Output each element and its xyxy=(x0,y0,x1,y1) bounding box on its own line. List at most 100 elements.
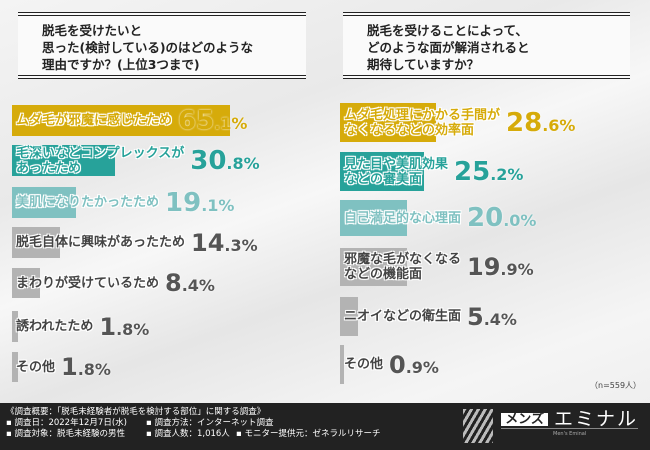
percent-int: 19 xyxy=(165,187,202,218)
label-line: 見た目や美肌効果 xyxy=(344,156,449,172)
label-line: ニオイなどの衛生面 xyxy=(344,309,462,324)
percent: 20.0% xyxy=(467,203,536,233)
item-label: 美肌になりたかったため xyxy=(12,195,159,210)
percent-dec: .2% xyxy=(490,164,524,184)
item-label: 見た目や美肌効果 などの審美面 xyxy=(340,157,448,187)
percent-int: 19 xyxy=(467,253,501,281)
question-line: 期待していますか？ xyxy=(367,57,480,72)
question-line: 思った(検討している)のはどのような xyxy=(42,40,254,55)
bar xyxy=(340,248,407,286)
percent-dec: .3% xyxy=(224,235,258,255)
question-line: どのような面が解消されると xyxy=(367,40,530,55)
bar xyxy=(12,268,41,298)
percent-int: 30 xyxy=(190,145,227,176)
label-line: 脱毛自体に興味があったため xyxy=(16,235,186,250)
logo-sub: Men's Eminal xyxy=(501,427,638,440)
bar xyxy=(340,103,436,142)
percent-dec: .8% xyxy=(116,319,150,339)
percent-int: 25 xyxy=(454,156,491,187)
percent-int: 8 xyxy=(165,269,182,297)
item-label: 誘われたため xyxy=(12,319,93,334)
left-item: ムダ毛が邪魔に感じたため 65.1% xyxy=(12,105,247,136)
bar xyxy=(12,311,19,342)
percent-dec: .1% xyxy=(201,195,235,215)
percent-dec: .1% xyxy=(214,113,248,133)
percent-int: 28 xyxy=(506,107,543,138)
label-line: などの機能面 xyxy=(344,267,423,282)
percent-int: 20 xyxy=(467,203,504,233)
item-label: 毛深いなどコンプレックスが あったため xyxy=(12,146,184,176)
survey-method: ▪ 調査方法：インターネット調査 xyxy=(146,418,274,428)
percent: 14.3% xyxy=(191,229,258,257)
logo-mark-icon xyxy=(463,409,494,443)
percent-int: 14 xyxy=(191,228,225,257)
percent-dec: .8% xyxy=(77,360,111,379)
logo: メンズ エミナル Men's Eminal xyxy=(463,409,638,443)
label-line: などの審美面 xyxy=(344,171,423,187)
question-line: 脱毛を受けることによって、 xyxy=(367,23,528,38)
percent: 1.8% xyxy=(61,353,111,381)
percent: 19.9% xyxy=(467,253,534,281)
percent-int: 5 xyxy=(467,302,484,331)
left-question: 脱毛を受けたいと 思った(検討している)のはどのような 理由ですか？(上位3つま… xyxy=(18,12,306,79)
label-line: 自己満足的な心理面 xyxy=(344,210,462,226)
percent: 5.4% xyxy=(467,303,517,331)
right-question: 脱毛を受けることによって、 どのような面が解消されると 期待していますか？ xyxy=(343,12,630,79)
percent: 28.6% xyxy=(506,108,575,138)
label-line: ムダ毛が邪魔に感じたため xyxy=(16,113,173,128)
left-item: その他 1.8% xyxy=(12,352,111,382)
question-line: 理由ですか？(上位3つまで) xyxy=(42,57,200,72)
survey-title: 《調査概要：「脱毛未経験者が脱毛を検討する部位」に関する調査》 xyxy=(6,407,266,417)
question-line: 脱毛を受けたいと xyxy=(42,23,143,38)
percent-dec: .9% xyxy=(500,260,534,279)
survey-count: ▪ 調査人数：1,016人 xyxy=(146,429,230,439)
percent-dec: .6% xyxy=(542,115,576,135)
percent: 65.1% xyxy=(178,106,247,136)
right-item: 自己満足的な心理面 20.0% xyxy=(340,200,536,236)
bar xyxy=(12,105,231,136)
survey-provider: ▪ モニター提供元：ゼネラルリサーチ xyxy=(236,429,381,439)
label-line: ムダ毛処理にかかる手間が xyxy=(344,107,501,123)
percent-int: 1 xyxy=(99,312,117,341)
bar xyxy=(12,187,76,218)
percent-int: 1 xyxy=(61,353,78,381)
label-line: 毛深いなどコンプレックスが xyxy=(16,145,185,161)
item-label: ニオイなどの衛生面 xyxy=(340,309,461,324)
label-line: 邪魔な毛がなくなる xyxy=(344,252,462,267)
right-item: ニオイなどの衛生面 5.4% xyxy=(340,297,517,336)
item-label: ムダ毛処理にかかる手間が なくなるなどの効率面 xyxy=(340,108,500,138)
percent-dec: .8% xyxy=(226,153,260,173)
label-line: その他 xyxy=(16,359,56,375)
item-label: 邪魔な毛がなくなる などの機能面 xyxy=(340,252,461,282)
logo-name: エミナル xyxy=(553,407,638,430)
bar xyxy=(340,297,359,336)
percent: 1.8% xyxy=(99,313,149,341)
survey-target: ▪ 調査対象：脱毛未経験の男性 xyxy=(6,429,125,439)
left-item: 脱毛自体に興味があったため 14.3% xyxy=(12,227,258,258)
label-line: あったため xyxy=(16,160,82,176)
item-label: ムダ毛が邪魔に感じたため xyxy=(12,113,172,128)
label-line: まわりが受けているため xyxy=(16,275,160,291)
right-item: 見た目や美肌効果 などの審美面 25.2% xyxy=(340,152,523,191)
bar xyxy=(12,352,19,382)
percent: 30.8% xyxy=(190,146,259,176)
percent: 8.4% xyxy=(165,269,215,297)
item-label: 自己満足的な心理面 xyxy=(340,211,461,226)
label-line: 美肌になりたかったため xyxy=(16,195,160,210)
bar xyxy=(12,145,116,176)
percent-int: 65 xyxy=(178,105,215,136)
left-item: 誘われたため 1.8% xyxy=(12,311,149,342)
percent: 0.9% xyxy=(389,351,439,379)
percent-dec: .4% xyxy=(483,309,517,329)
bar xyxy=(340,345,344,384)
bar xyxy=(340,152,425,191)
left-item: まわりが受けているため 8.4% xyxy=(12,268,215,298)
bar xyxy=(12,227,60,258)
label-line: その他 xyxy=(344,357,384,372)
left-item: 毛深いなどコンプレックスが あったため 30.8% xyxy=(12,145,260,176)
percent-dec: .9% xyxy=(405,357,439,377)
left-item: 美肌になりたかったため 19.1% xyxy=(12,187,234,218)
percent: 25.2% xyxy=(454,157,523,187)
right-item: ムダ毛処理にかかる手間が なくなるなどの効率面 28.6% xyxy=(340,103,575,142)
survey-date: ▪ 調査日：2022年12月7日(水) xyxy=(6,418,127,428)
